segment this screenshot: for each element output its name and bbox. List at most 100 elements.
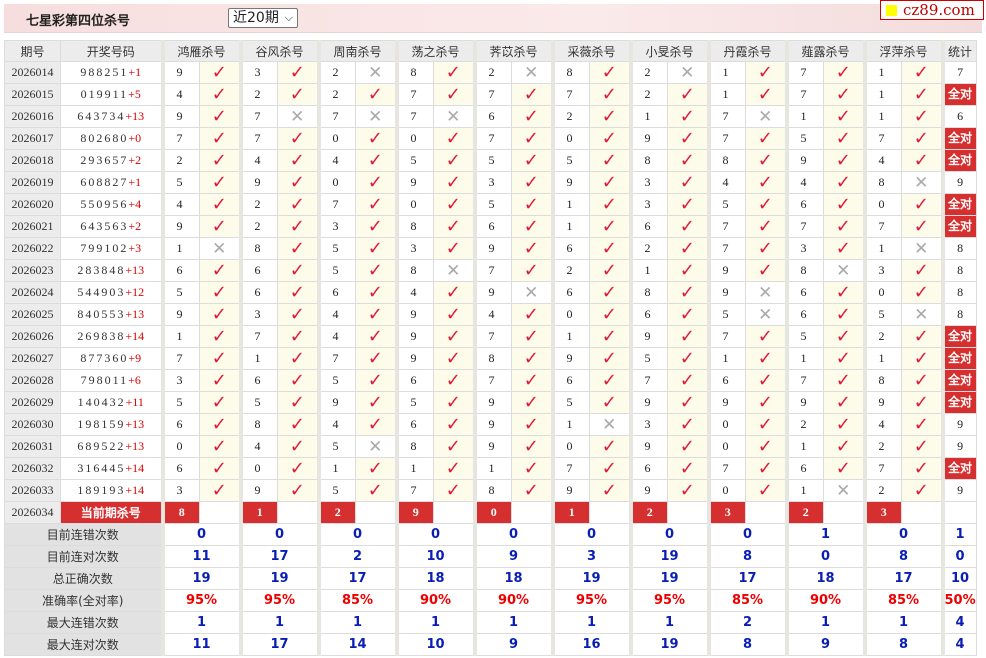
site-logo[interactable]: cz89.com: [880, 0, 984, 20]
check-icon: ✓: [277, 325, 319, 348]
draw-plus: +13: [125, 307, 145, 321]
kill-number: 1: [550, 193, 590, 216]
current-kill-number: 0: [472, 501, 512, 524]
hit-count: 8: [957, 241, 964, 255]
check-icon: ✓: [667, 149, 709, 172]
cross-icon: ✕: [433, 105, 475, 128]
stats-value: 1: [628, 611, 709, 634]
empty-cell: [901, 501, 943, 524]
kill-number: 4: [862, 413, 902, 436]
stats-row: 目前连对次数 11 17 2 10 9 3 19 8 0 8 0: [4, 545, 977, 568]
kill-number: 6: [160, 457, 200, 480]
stats-value: 14: [316, 633, 397, 656]
check-icon: ✓: [823, 435, 865, 458]
check-icon: ✓: [511, 259, 553, 282]
issue-number: 2026026: [4, 325, 61, 348]
kill-number: 3: [238, 61, 278, 84]
kill-number: 9: [472, 435, 512, 458]
kill-number: 5: [394, 149, 434, 172]
draw-numbers: 799102+3: [60, 237, 163, 260]
kill-number: 4: [394, 281, 434, 304]
kill-number: 9: [706, 259, 746, 282]
stats-value: 1: [784, 611, 865, 634]
stats-value: 0: [550, 523, 631, 546]
row-stat: 全对: [940, 215, 977, 238]
issue-number: 2026017: [4, 127, 61, 150]
issue-number: 2026024: [4, 281, 61, 304]
logo-text: cz89.com: [903, 1, 975, 19]
check-icon: ✓: [511, 105, 553, 128]
all-correct-badge: 全对: [944, 194, 976, 215]
draw-digits: 140432: [77, 395, 126, 409]
kill-number: 9: [550, 171, 590, 194]
check-icon: ✓: [277, 413, 319, 436]
kill-number: 6: [316, 281, 356, 304]
check-icon: ✓: [355, 281, 397, 304]
check-icon: ✓: [433, 61, 475, 84]
kill-number: 9: [160, 61, 200, 84]
check-icon: ✓: [901, 369, 943, 392]
kill-number: 9: [316, 391, 356, 414]
draw-plus: +0: [128, 131, 142, 145]
stats-value: 0: [862, 523, 943, 546]
header-predictor: 鸿雁杀号: [160, 40, 241, 62]
kill-number: 8: [238, 413, 278, 436]
check-icon: ✓: [667, 259, 709, 282]
kill-number: 9: [472, 281, 512, 304]
check-icon: ✓: [667, 215, 709, 238]
table-row: 2026026 269838+14 1 ✓ 7 ✓ 4 ✓ 9 ✓ 7 ✓ 1 ✓ 9 ✓ 7 ✓ 5 ✓ 2 ✓ 全对: [4, 325, 977, 348]
kill-number: 6: [238, 259, 278, 282]
check-icon: ✓: [823, 413, 865, 436]
check-icon: ✓: [745, 127, 787, 150]
check-icon: ✓: [589, 105, 631, 128]
stats-row: 目前连错次数 0 0 0 0 0 0 0 0 1 0 1: [4, 523, 977, 546]
kill-number: 9: [472, 391, 512, 414]
check-icon: ✓: [199, 193, 241, 216]
kill-number: 6: [550, 369, 590, 392]
kill-number: 6: [628, 457, 668, 480]
draw-plus: +13: [125, 263, 145, 277]
kill-number: 9: [706, 281, 746, 304]
row-stat: 全对: [940, 83, 977, 106]
stats-value: 1: [316, 611, 397, 634]
kill-number: 4: [238, 435, 278, 458]
kill-number: 3: [238, 303, 278, 326]
empty-cell: [745, 501, 787, 524]
draw-numbers: 316445+14: [60, 457, 163, 480]
kill-number: 9: [550, 347, 590, 370]
row-stat: 9: [940, 435, 977, 458]
issue-number: 2026022: [4, 237, 61, 260]
check-icon: ✓: [433, 237, 475, 260]
empty-cell: [667, 501, 709, 524]
check-icon: ✓: [745, 479, 787, 502]
check-icon: ✓: [745, 149, 787, 172]
check-icon: ✓: [277, 347, 319, 370]
check-icon: ✓: [355, 127, 397, 150]
draw-digits: 269838: [77, 329, 126, 343]
stats-value: 19: [628, 545, 709, 568]
title-bar: 七星彩第四位杀号 近20期 ⌵: [4, 4, 982, 33]
period-range-select[interactable]: 近20期 ⌵: [228, 8, 298, 28]
stats-value: 3: [550, 545, 631, 568]
check-icon: ✓: [355, 215, 397, 238]
draw-digits: 608827: [80, 175, 129, 189]
draw-digits: 198159: [77, 417, 126, 431]
kill-number: 0: [316, 127, 356, 150]
issue-number: 2026014: [4, 61, 61, 84]
current-kill-number: 2: [784, 501, 824, 524]
kill-number: 4: [706, 171, 746, 194]
kill-number: 9: [160, 105, 200, 128]
kill-number: 3: [160, 369, 200, 392]
all-correct-badge: 全对: [944, 392, 976, 413]
stats-value: 9: [784, 633, 865, 656]
stats-value: 4: [940, 633, 977, 656]
issue-number: 2026025: [4, 303, 61, 326]
kill-number: 3: [394, 237, 434, 260]
kill-number: 5: [472, 193, 512, 216]
kill-number: 7: [394, 83, 434, 106]
kill-number: 7: [706, 215, 746, 238]
all-correct-badge: 全对: [944, 216, 976, 237]
kill-number-table: 期号 开奖号码 鸿雁杀号 谷风杀号 周南杀号 荡之杀号 荠苡杀号 采薇杀号 小旻杀号 丹霞杀号 薤露…: [4, 40, 977, 656]
stats-value: 0: [940, 545, 977, 568]
table-row: 2026020 550956+4 4 ✓ 2 ✓ 7 ✓ 0 ✓ 5 ✓ 1 ✓ 3 ✓ 5 ✓ 6 ✓ 0 ✓ 全对: [4, 193, 977, 216]
